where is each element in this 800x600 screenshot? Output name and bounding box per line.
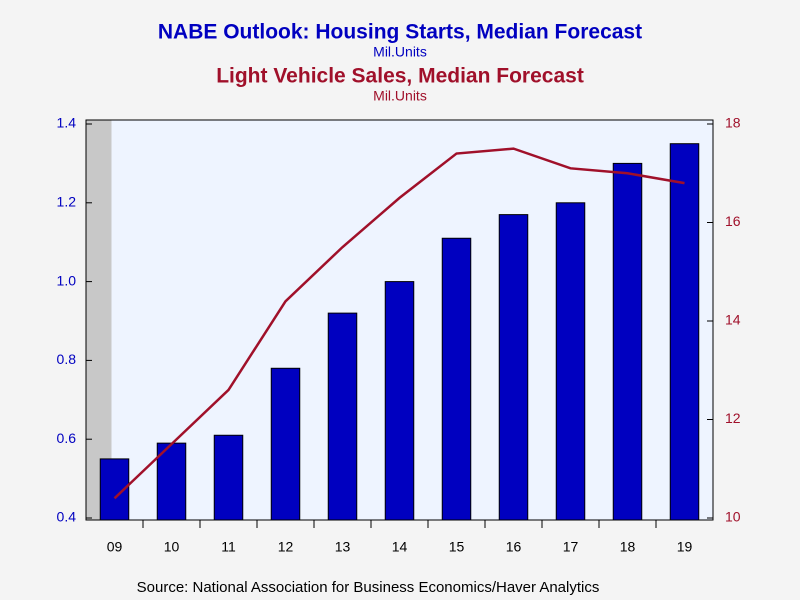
x-tick-label: 15	[449, 539, 465, 555]
units: Mil.Units	[373, 44, 427, 60]
recession-shade	[86, 120, 112, 520]
x-tick-label: 17	[563, 539, 579, 555]
bar	[156, 442, 187, 521]
bar	[612, 162, 643, 521]
x-tick-label: 09	[107, 539, 123, 555]
title: Light Vehicle Sales, Median Forecast	[216, 65, 584, 88]
bar	[270, 367, 301, 521]
bar	[555, 202, 586, 521]
x-tick-label: 11	[221, 539, 236, 555]
x-tick-label: 12	[278, 539, 294, 555]
x-tick-label: 18	[620, 539, 636, 555]
bar	[669, 143, 700, 521]
x-tick-label: 10	[164, 539, 180, 555]
y-tick-label: 1.4	[57, 115, 77, 131]
bar	[441, 237, 472, 521]
bar	[498, 214, 529, 521]
bar	[327, 312, 358, 521]
y2-tick-label: 18	[725, 115, 741, 131]
y2-tick-label: 10	[725, 509, 741, 525]
y-tick-label: 0.6	[57, 430, 77, 446]
y-tick-label: 1.0	[57, 272, 77, 288]
y2-tick-label: 14	[725, 312, 741, 328]
y-tick-label: 0.8	[57, 351, 77, 367]
units: Mil.Units	[373, 88, 427, 104]
title: NABE Outlook: Housing Starts, Median For…	[158, 21, 642, 44]
x-tick-label: 14	[392, 539, 408, 555]
bar	[213, 434, 244, 521]
y2-tick-label: 16	[725, 213, 741, 229]
x-tick-label: 19	[677, 539, 693, 555]
y2-tick-label: 12	[725, 410, 741, 426]
x-tick-label: 16	[506, 539, 522, 555]
bar	[384, 281, 415, 521]
y-tick-label: 1.2	[57, 194, 77, 210]
source: Source: National Association for Busines…	[137, 579, 600, 596]
line	[113, 147, 685, 500]
x-tick-label: 13	[335, 539, 351, 555]
y-tick-label: 0.4	[57, 509, 77, 525]
